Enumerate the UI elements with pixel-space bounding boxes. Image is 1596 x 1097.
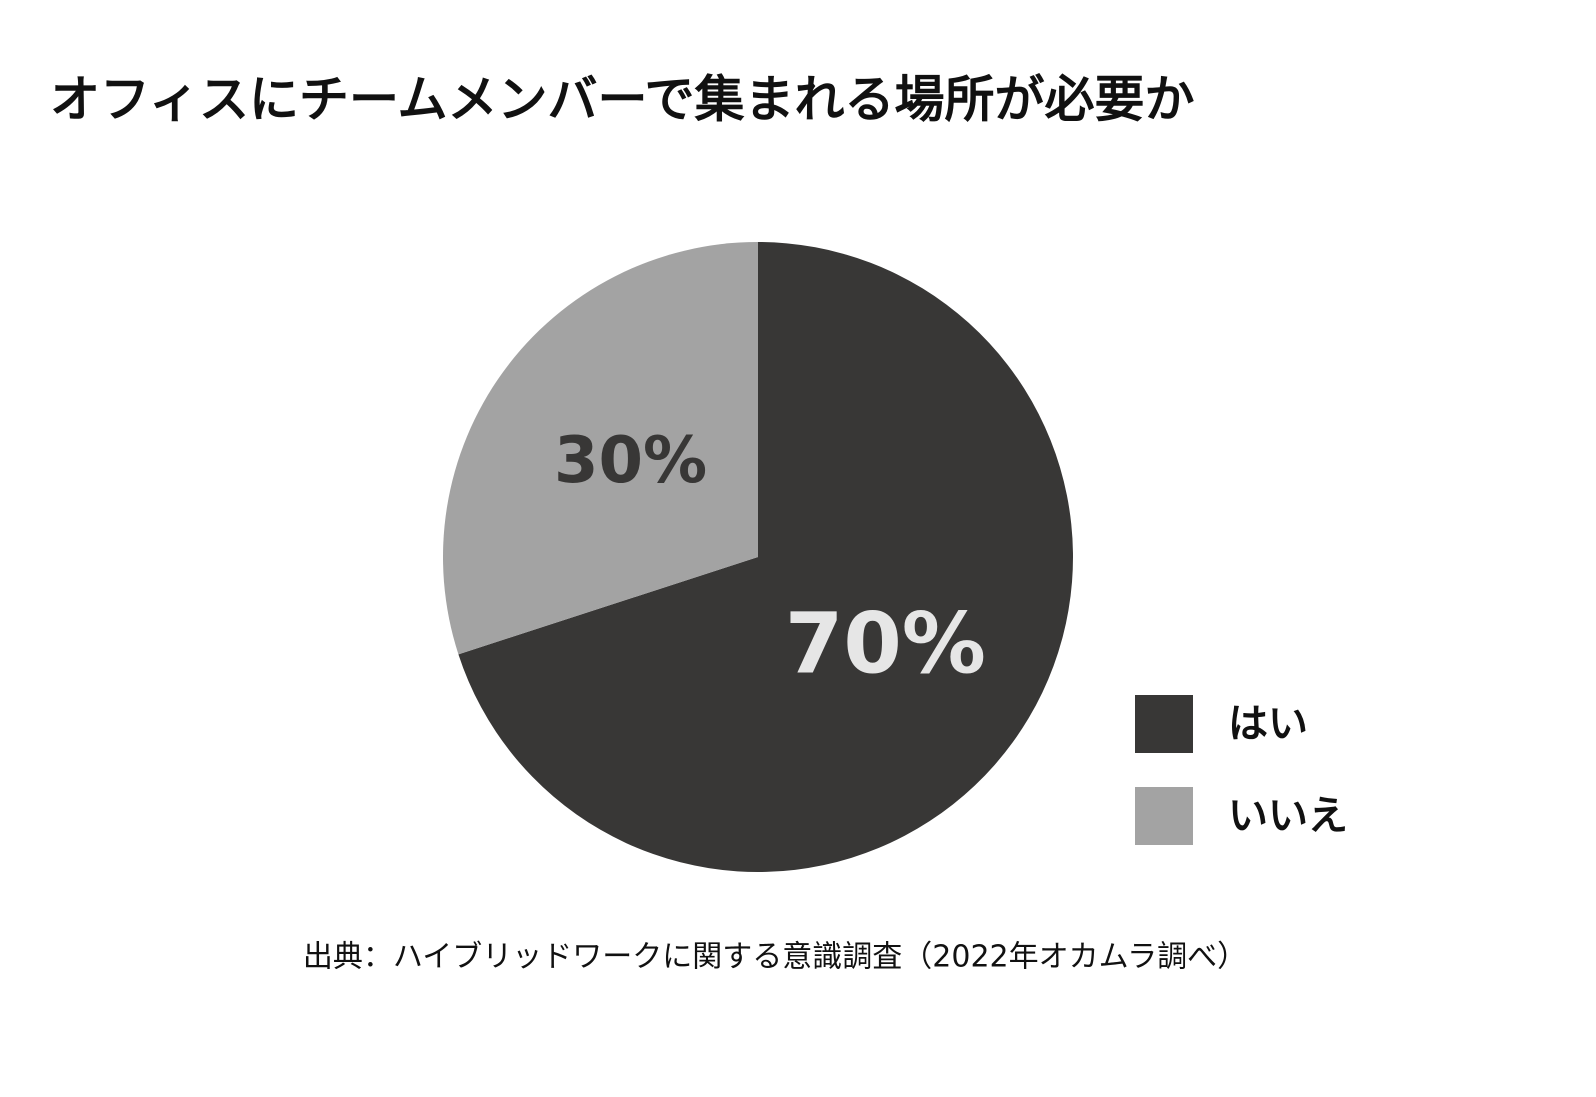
pie-slice [442, 242, 758, 655]
chart-title: オフィスにチームメンバーで集まれる場所が必要か [50, 71, 1195, 129]
pie-slice [458, 242, 1073, 873]
legend-label: いいえ [1228, 793, 1348, 839]
legend-swatch [1135, 787, 1193, 845]
data-label: 30% [554, 424, 707, 498]
data-label: 70% [785, 595, 986, 693]
legend-swatch [1135, 695, 1193, 753]
source-note: 出典：ハイブリッドワークに関する意識調査（2022年オカムラ調べ） [303, 940, 1247, 975]
legend-label: はい [1228, 701, 1308, 747]
